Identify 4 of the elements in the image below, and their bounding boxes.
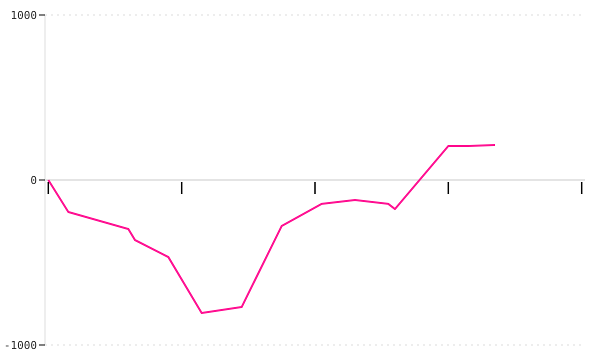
y-tick-label: 0 [30, 174, 37, 187]
y-tick-label: -1000 [4, 338, 37, 352]
y-tick-label: 1000 [10, 8, 37, 22]
line-series [47, 144, 496, 314]
